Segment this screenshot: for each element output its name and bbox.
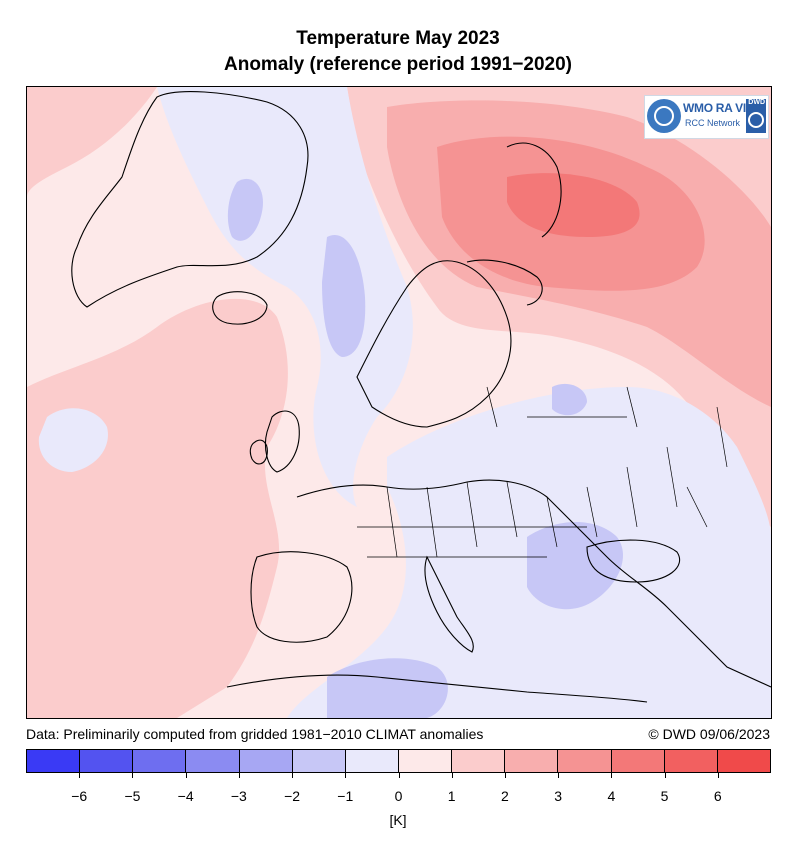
greenland-coast bbox=[71, 91, 309, 308]
colorbar-tick-label: −2 bbox=[284, 788, 301, 804]
dwd-logo-text: DWD bbox=[748, 99, 765, 106]
colorbar-tick-label: 1 bbox=[447, 788, 456, 804]
colorbar-bin bbox=[292, 750, 346, 772]
colorbar-tick-label: −4 bbox=[177, 788, 194, 804]
anomaly-region-atlantic-warm bbox=[27, 298, 288, 718]
colorbar-tick bbox=[292, 772, 294, 778]
scandinavia-coast bbox=[356, 260, 512, 428]
colorbar-bin bbox=[558, 750, 612, 772]
colorbar-bin bbox=[611, 750, 665, 772]
colorbar-ticks bbox=[26, 772, 771, 784]
anomaly-region-north-africa-cool bbox=[327, 658, 448, 718]
anomaly-region-greenland-cool bbox=[157, 87, 413, 507]
anomaly-region-greenland-east-cool bbox=[227, 178, 263, 241]
iceland-coast bbox=[212, 291, 268, 325]
colorbar-tick bbox=[611, 772, 613, 778]
colorbar-tick bbox=[717, 772, 719, 778]
ireland-coast bbox=[249, 439, 268, 465]
data-source-note: Data: Preliminarily computed from gridde… bbox=[26, 726, 484, 742]
colorbar-tick-labels: −6 −5 −4 −3 −2 −1 0 1 2 3 4 5 6 bbox=[26, 788, 771, 808]
anomaly-map-canvas bbox=[27, 87, 771, 718]
colorbar-bin bbox=[27, 750, 81, 772]
logo-text: WMO RA VI bbox=[683, 101, 746, 115]
colorbar-bin bbox=[505, 750, 559, 772]
wmo-rcc-logo: WMO RA VI RCC Network DWD bbox=[644, 95, 769, 139]
colorbar-bin bbox=[452, 750, 506, 772]
colorbar-bin bbox=[133, 750, 187, 772]
anomaly-map[interactable] bbox=[26, 86, 772, 719]
credit-date: © DWD 09/06/2023 bbox=[648, 726, 770, 742]
colorbar-tick bbox=[558, 772, 560, 778]
colorbar-tick-label: 5 bbox=[660, 788, 669, 804]
dwd-ring-icon bbox=[748, 112, 764, 128]
colorbar-bin bbox=[398, 750, 453, 772]
italy-coast bbox=[424, 555, 474, 653]
colorbar-tick-label: −6 bbox=[71, 788, 88, 804]
map-title: Temperature May 2023 bbox=[296, 28, 500, 49]
colorbar-tick bbox=[79, 772, 81, 778]
colorbar-tick bbox=[398, 772, 400, 778]
colorbar-tick bbox=[185, 772, 187, 778]
map-subtitle: Anomaly (reference period 1991−2020) bbox=[224, 54, 572, 75]
colorbar-tick-label: −3 bbox=[230, 788, 247, 804]
colorbar-tick-label: −5 bbox=[124, 788, 141, 804]
colorbar-tick-label: 0 bbox=[394, 788, 403, 804]
logo-subtext: RCC Network bbox=[685, 118, 741, 128]
colorbar-tick-label: −1 bbox=[337, 788, 354, 804]
anomaly-region-midatlantic-cool bbox=[38, 408, 108, 472]
colorbar-tick-label: 3 bbox=[554, 788, 563, 804]
colorbar-bin bbox=[186, 750, 240, 772]
anomaly-region-norwegian-sea-cool bbox=[322, 235, 366, 357]
anomaly-region-northwest-warm bbox=[27, 87, 157, 197]
colorbar bbox=[26, 749, 771, 773]
colorbar-tick-label: 2 bbox=[501, 788, 509, 804]
colorbar-tick bbox=[132, 772, 134, 778]
wmo-emblem-icon bbox=[647, 99, 681, 133]
colorbar-bin bbox=[239, 750, 293, 772]
colorbar-tick bbox=[504, 772, 506, 778]
anomaly-region-russia-peak bbox=[507, 173, 640, 237]
colorbar-tick-label: 6 bbox=[713, 788, 722, 804]
colorbar-tick bbox=[451, 772, 453, 778]
black-sea-coast bbox=[586, 539, 680, 583]
colorbar-tick-label: 4 bbox=[607, 788, 616, 804]
country-borders bbox=[357, 386, 728, 558]
north-africa-coast bbox=[226, 674, 648, 703]
colorbar-tick bbox=[238, 772, 240, 778]
kola-coast bbox=[466, 259, 543, 306]
novaya-zemlya-coast bbox=[506, 142, 562, 238]
colorbar-bin bbox=[717, 750, 770, 772]
iberia-coast bbox=[250, 551, 353, 643]
colorbar-bin bbox=[345, 750, 399, 772]
colorbar-tick bbox=[664, 772, 666, 778]
colorbar-bin bbox=[664, 750, 718, 772]
colorbar-unit: [K] bbox=[389, 812, 407, 828]
british-isles-coast bbox=[264, 410, 300, 473]
colorbar-bin bbox=[80, 750, 134, 772]
colorbar-tick bbox=[345, 772, 347, 778]
anomaly-region-baltic-cool bbox=[552, 383, 587, 416]
